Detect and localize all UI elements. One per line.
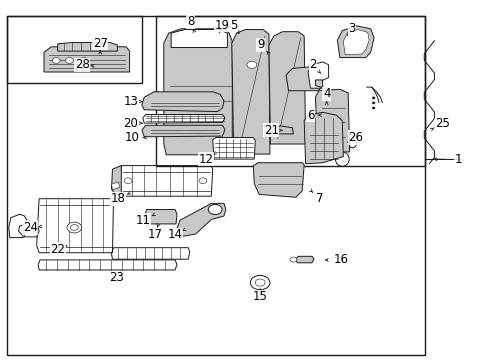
Polygon shape: [111, 182, 120, 190]
Text: 12: 12: [199, 153, 213, 166]
Polygon shape: [307, 62, 328, 88]
Circle shape: [371, 97, 374, 99]
Text: 5: 5: [229, 19, 237, 32]
Text: 4: 4: [322, 87, 330, 100]
Text: 28: 28: [75, 58, 89, 71]
Circle shape: [371, 102, 374, 104]
Polygon shape: [285, 67, 322, 91]
Circle shape: [65, 58, 73, 63]
Polygon shape: [304, 112, 343, 164]
Circle shape: [208, 204, 222, 215]
Text: 26: 26: [348, 131, 363, 144]
Polygon shape: [144, 210, 177, 224]
Text: 13: 13: [123, 95, 138, 108]
Text: 16: 16: [333, 253, 348, 266]
Polygon shape: [274, 126, 293, 134]
Circle shape: [80, 58, 88, 63]
Polygon shape: [58, 42, 117, 51]
Polygon shape: [171, 30, 227, 48]
Polygon shape: [177, 203, 225, 237]
Polygon shape: [315, 89, 349, 152]
Polygon shape: [163, 29, 232, 155]
Polygon shape: [343, 30, 368, 55]
Text: 20: 20: [123, 117, 138, 130]
Polygon shape: [268, 32, 305, 144]
Polygon shape: [44, 47, 129, 72]
Text: 3: 3: [347, 22, 355, 35]
Polygon shape: [295, 256, 313, 263]
Text: 1: 1: [454, 153, 462, 166]
Text: 14: 14: [167, 228, 182, 241]
Polygon shape: [337, 26, 373, 58]
Text: 6: 6: [306, 109, 314, 122]
Polygon shape: [253, 163, 304, 197]
Text: 9: 9: [256, 39, 264, 51]
Text: 2: 2: [308, 58, 316, 71]
Text: 23: 23: [109, 271, 123, 284]
Text: 21: 21: [264, 124, 278, 137]
Circle shape: [246, 61, 256, 68]
Circle shape: [199, 178, 206, 184]
Text: 24: 24: [23, 221, 38, 234]
Text: 10: 10: [124, 131, 139, 144]
Text: 11: 11: [135, 214, 150, 227]
Text: 22: 22: [50, 243, 65, 256]
Polygon shape: [142, 92, 224, 112]
Circle shape: [67, 222, 81, 233]
Polygon shape: [212, 138, 255, 159]
Text: 17: 17: [148, 228, 163, 241]
Text: 27: 27: [93, 37, 107, 50]
Text: 8: 8: [186, 15, 194, 28]
Circle shape: [371, 107, 374, 109]
Polygon shape: [231, 30, 269, 154]
Text: 25: 25: [434, 117, 449, 130]
Polygon shape: [111, 166, 121, 196]
Text: 7: 7: [315, 192, 323, 205]
Ellipse shape: [345, 134, 356, 148]
Polygon shape: [142, 114, 224, 123]
Text: 15: 15: [252, 291, 267, 303]
Ellipse shape: [335, 152, 348, 166]
Circle shape: [124, 178, 132, 184]
Polygon shape: [142, 125, 224, 137]
Circle shape: [289, 257, 296, 262]
Text: 18: 18: [111, 192, 125, 205]
Circle shape: [52, 58, 60, 63]
Text: 19: 19: [215, 19, 229, 32]
